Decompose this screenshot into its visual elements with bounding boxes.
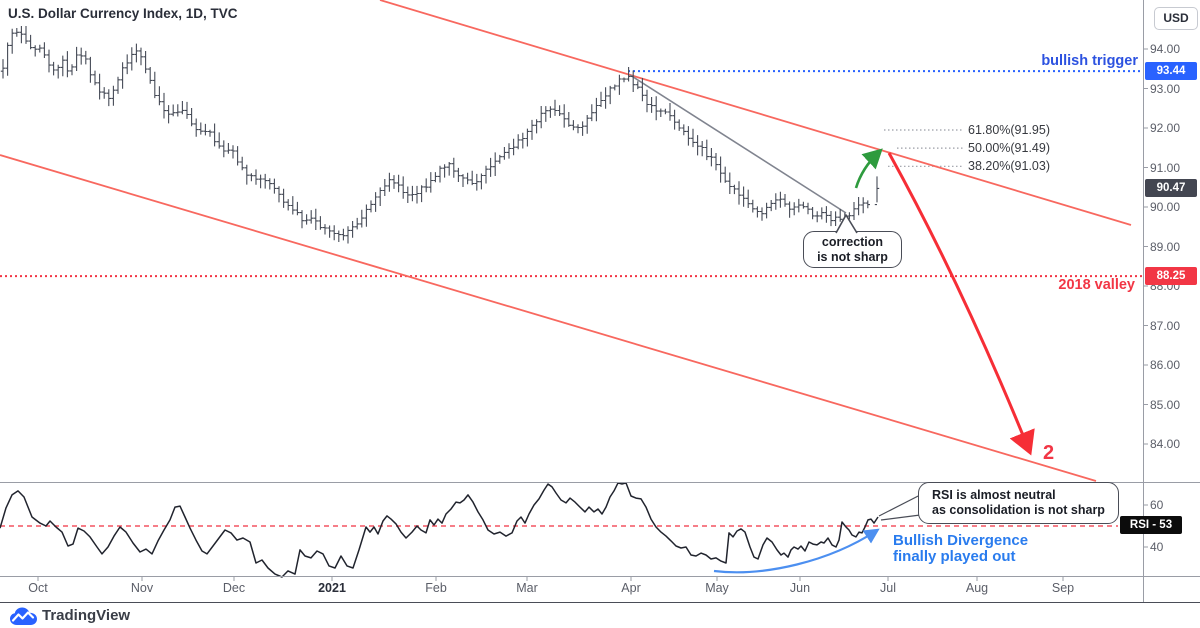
projection-arrow-down[interactable] — [887, 152, 1035, 456]
correction-trendline[interactable] — [629, 74, 847, 214]
correction-callout-beak — [835, 214, 858, 234]
bullish-trigger-price-chip: 93.44 — [1145, 62, 1197, 81]
time-axis-label[interactable]: Apr — [621, 581, 641, 595]
fib-level-61[interactable]: 61.80%(91.95) — [968, 122, 1051, 137]
rsi-value-chip: RSI - 53 — [1120, 515, 1182, 534]
rsi-line — [0, 482, 879, 578]
price-axis-label: 85.00 — [1150, 397, 1181, 412]
price-axis-label: 89.00 — [1150, 239, 1181, 254]
time-axis-label[interactable]: Dec — [222, 581, 246, 595]
time-axis-label[interactable]: Jun — [789, 581, 811, 595]
time-axis-label[interactable]: Sep — [1051, 581, 1075, 595]
wave-2-label[interactable]: 2 — [1043, 442, 1055, 464]
channel-upper-trendline[interactable] — [379, 0, 1132, 226]
channel-lower-trendline[interactable] — [0, 154, 1097, 482]
price-axis-label: 91.00 — [1150, 160, 1181, 175]
time-axis-label[interactable]: Oct — [28, 581, 48, 595]
price-axis-label: 90.00 — [1150, 200, 1181, 214]
bounce-arrow-green[interactable] — [854, 148, 883, 189]
axis-ticks — [37, 48, 1148, 581]
time-axis-label[interactable]: Feb — [425, 581, 447, 595]
fib-level-38[interactable]: 38.20%(91.03) — [968, 159, 1051, 174]
rsi-tick-40: 40 — [1150, 540, 1164, 554]
last-price-chip: 90.47 — [1145, 179, 1197, 198]
divergence-arrow-blue[interactable] — [713, 528, 880, 574]
rsi-callout-line2: as consolidation is not sharp — [932, 503, 1105, 517]
price-axis-label: 92.00 — [1150, 121, 1181, 135]
price-axis-label: 84.00 — [1150, 437, 1181, 451]
time-axis-label[interactable]: 2021 — [318, 581, 346, 595]
correction-callout[interactable]: correction is not sharp — [803, 231, 902, 268]
price-axis-label: 93.00 — [1150, 81, 1181, 96]
rsi-callout[interactable]: RSI is almost neutral as consolidation i… — [918, 482, 1119, 524]
divergence-note-line2: finally played out — [893, 548, 1016, 565]
tradingview-brand[interactable]: TradingView — [42, 607, 131, 624]
fib-level-50[interactable]: 50.00%(91.49) — [968, 141, 1051, 156]
rsi-callout-line1: RSI is almost neutral — [932, 488, 1056, 502]
valley-2018-label: 2018 valley — [1058, 277, 1135, 293]
time-axis-label[interactable]: Nov — [130, 581, 154, 595]
tradingview-logo-icon[interactable] — [9, 606, 39, 627]
price-axis-label: 94.00 — [1150, 42, 1181, 56]
correction-callout-line2: is not sharp — [817, 250, 888, 264]
price-axis-label: 86.00 — [1150, 358, 1181, 372]
time-axis-label[interactable]: May — [705, 581, 729, 595]
valley-price-chip: 88.25 — [1145, 267, 1197, 286]
symbol-title[interactable]: U.S. Dollar Currency Index, 1D, TVC — [8, 6, 238, 21]
time-axis-label[interactable]: Aug — [965, 581, 989, 595]
footer-bar: TradingView — [0, 602, 1200, 628]
time-axis-label[interactable]: Jul — [880, 581, 896, 595]
rsi-tick-60: 60 — [1150, 498, 1164, 512]
price-axis-label: 87.00 — [1150, 318, 1181, 333]
time-axis-label[interactable]: Mar — [516, 581, 538, 595]
bullish-trigger-label: bullish trigger — [1041, 53, 1138, 69]
ohlc-bars — [0, 26, 880, 244]
divergence-note-line1: Bullish Divergence — [893, 532, 1029, 549]
correction-callout-line1: correction — [821, 235, 884, 249]
currency-button[interactable]: USD — [1154, 7, 1198, 30]
